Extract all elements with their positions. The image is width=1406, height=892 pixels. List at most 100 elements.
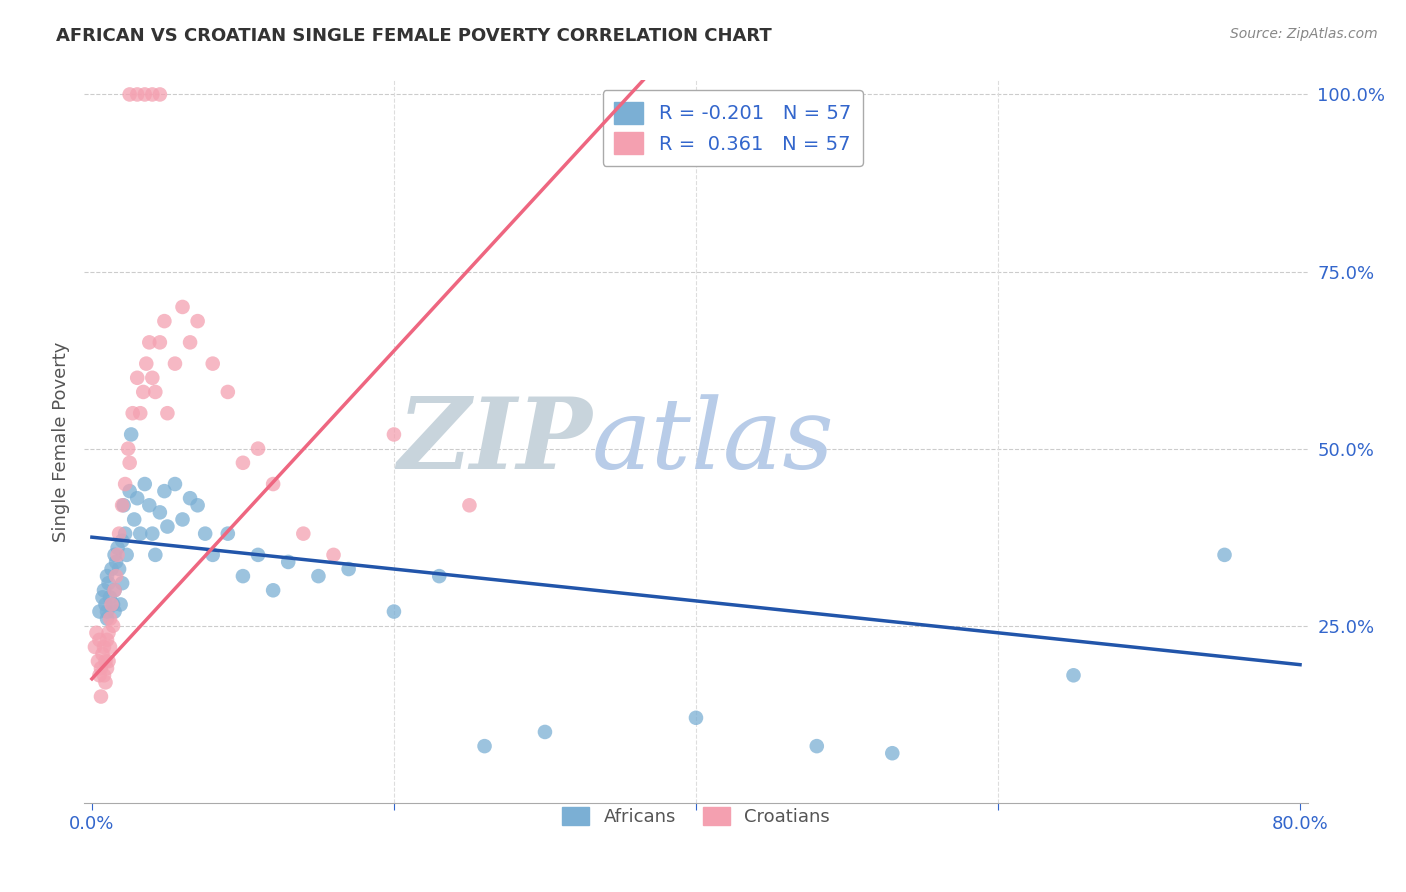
Point bbox=[93, 583, 115, 598]
Point bbox=[94, 654, 117, 668]
Point bbox=[100, 562, 122, 576]
Point bbox=[153, 484, 176, 499]
Point bbox=[138, 335, 160, 350]
Point bbox=[118, 456, 141, 470]
Point bbox=[882, 746, 904, 760]
Point bbox=[103, 583, 125, 598]
Point bbox=[105, 555, 128, 569]
Point bbox=[111, 498, 134, 512]
Point bbox=[134, 477, 156, 491]
Point bbox=[534, 725, 557, 739]
Point bbox=[232, 456, 254, 470]
Point bbox=[114, 477, 136, 491]
Point bbox=[135, 357, 157, 371]
Point bbox=[103, 605, 125, 619]
Point bbox=[96, 605, 118, 619]
Point bbox=[382, 605, 405, 619]
Point bbox=[129, 526, 152, 541]
Point bbox=[115, 548, 138, 562]
Legend: Africans, Croatians: Africans, Croatians bbox=[554, 800, 838, 833]
Point bbox=[110, 598, 132, 612]
Point bbox=[118, 484, 141, 499]
Point bbox=[217, 384, 239, 399]
Point bbox=[172, 512, 194, 526]
Point bbox=[101, 618, 124, 632]
Point bbox=[149, 87, 172, 102]
Point bbox=[685, 711, 707, 725]
Point bbox=[96, 661, 118, 675]
Point bbox=[87, 654, 110, 668]
Point bbox=[163, 477, 186, 491]
Point bbox=[93, 668, 115, 682]
Point bbox=[307, 569, 329, 583]
Point bbox=[806, 739, 828, 753]
Point bbox=[1063, 668, 1085, 682]
Point bbox=[118, 87, 141, 102]
Point bbox=[247, 442, 270, 456]
Point bbox=[129, 406, 152, 420]
Point bbox=[247, 548, 270, 562]
Point bbox=[179, 335, 201, 350]
Y-axis label: Single Female Poverty: Single Female Poverty bbox=[52, 342, 70, 541]
Point bbox=[201, 357, 224, 371]
Point bbox=[187, 314, 209, 328]
Point bbox=[474, 739, 496, 753]
Point bbox=[94, 598, 117, 612]
Point bbox=[141, 87, 163, 102]
Point bbox=[98, 612, 121, 626]
Point bbox=[322, 548, 344, 562]
Point bbox=[96, 569, 118, 583]
Point bbox=[89, 668, 111, 682]
Point bbox=[143, 548, 166, 562]
Point bbox=[108, 562, 131, 576]
Point bbox=[101, 598, 124, 612]
Point bbox=[107, 548, 129, 562]
Point bbox=[427, 569, 450, 583]
Point bbox=[107, 541, 129, 555]
Point bbox=[187, 498, 209, 512]
Point bbox=[458, 498, 481, 512]
Point bbox=[179, 491, 201, 506]
Point bbox=[141, 526, 163, 541]
Text: atlas: atlas bbox=[592, 394, 835, 489]
Point bbox=[90, 690, 112, 704]
Point bbox=[292, 526, 315, 541]
Point bbox=[103, 583, 125, 598]
Text: AFRICAN VS CROATIAN SINGLE FEMALE POVERTY CORRELATION CHART: AFRICAN VS CROATIAN SINGLE FEMALE POVERT… bbox=[56, 27, 772, 45]
Point bbox=[217, 526, 239, 541]
Point bbox=[100, 598, 122, 612]
Point bbox=[112, 498, 135, 512]
Point bbox=[93, 640, 115, 654]
Text: Source: ZipAtlas.com: Source: ZipAtlas.com bbox=[1230, 27, 1378, 41]
Point bbox=[91, 647, 114, 661]
Point bbox=[90, 661, 112, 675]
Point bbox=[111, 533, 134, 548]
Point bbox=[122, 512, 145, 526]
Point bbox=[149, 335, 172, 350]
Point bbox=[149, 505, 172, 519]
Point bbox=[163, 357, 186, 371]
Point bbox=[132, 384, 155, 399]
Point bbox=[127, 371, 149, 385]
Point bbox=[201, 548, 224, 562]
Point bbox=[262, 477, 284, 491]
Point bbox=[277, 555, 299, 569]
Point bbox=[89, 605, 111, 619]
Point bbox=[111, 576, 134, 591]
Point bbox=[138, 498, 160, 512]
Point bbox=[120, 427, 142, 442]
Point bbox=[96, 632, 118, 647]
Point bbox=[121, 406, 143, 420]
Point bbox=[84, 640, 107, 654]
Point bbox=[232, 569, 254, 583]
Point bbox=[134, 87, 156, 102]
Point bbox=[98, 591, 121, 605]
Point bbox=[156, 406, 179, 420]
Text: ZIP: ZIP bbox=[396, 393, 592, 490]
Point bbox=[97, 625, 120, 640]
Point bbox=[89, 632, 111, 647]
Point bbox=[103, 548, 125, 562]
Point bbox=[337, 562, 360, 576]
Point bbox=[141, 371, 163, 385]
Point bbox=[105, 569, 128, 583]
